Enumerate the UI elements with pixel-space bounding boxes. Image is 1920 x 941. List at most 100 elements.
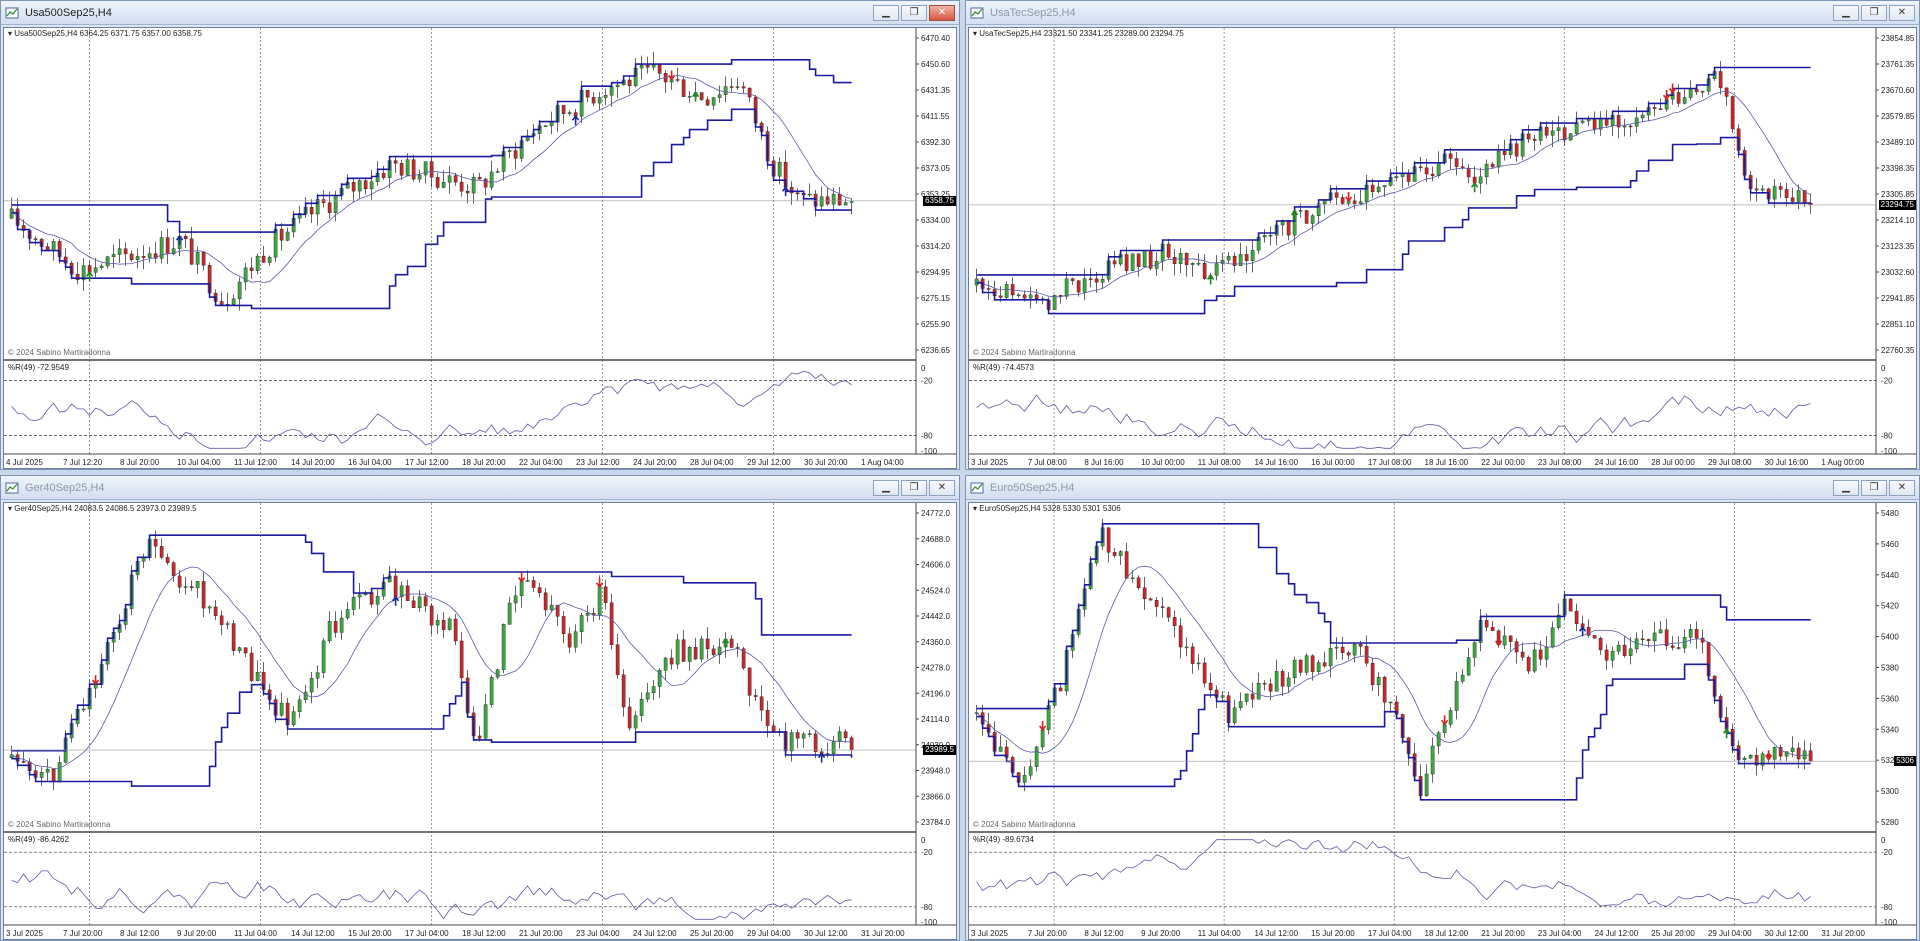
candle [1232,707,1237,723]
candle [1208,682,1213,691]
candle [399,585,404,598]
close-button[interactable]: ✕ [1889,479,1915,496]
wr-axis-label: -20 [921,376,933,385]
sell-arrow-icon [91,675,100,686]
buy-arrow-icon [571,114,580,126]
minimize-button[interactable]: ▁ [1833,4,1859,21]
chart-area[interactable]: 24772.0 24688.0 24606.0 24524.0 24442.0 24360… [3,502,957,940]
close-button[interactable]: ✕ [929,479,955,496]
candle [1658,108,1663,110]
candle [171,562,176,577]
wr-axis-label: 0 [921,364,926,373]
candle [453,618,458,642]
candle [213,606,218,616]
chart-svg[interactable]: 6470.40 6450.60 6431.35 6411.55 6392.30 6373.… [4,28,956,468]
buy-arrow-icon [691,91,700,102]
candle [1094,278,1099,283]
time-axis-label: 8 Jul 20:00 [120,458,160,467]
time-axis-label: 3 Jul 2025 [971,458,1008,467]
wr-axis-label: -100 [1881,447,1898,456]
candle [843,731,848,738]
time-axis-label: 10 Jul 00:00 [1141,458,1185,467]
candle [1124,551,1129,579]
wr-axis-label: -100 [921,447,938,456]
candle [1196,262,1201,265]
chart-window-usa500: Usa500Sep25,H4 ▁ ❐ ✕ 6470.40 6450.60 6431.… [0,0,960,470]
copyright-text: © 2024 Sabino Martiradonna [8,820,111,829]
chart-area[interactable]: 23854.85 23761.35 23670.60 23579.85 23489.10… [968,27,1917,469]
title-bar[interactable]: Usa500Sep25,H4 ▁ ❐ ✕ [1,1,959,25]
chart-area[interactable]: 6470.40 6450.60 6431.35 6411.55 6392.30 6373.… [3,27,957,469]
candle [717,646,722,656]
window-title: UsaTecSep25,H4 [990,6,1076,19]
candle [453,175,458,183]
title-bar[interactable]: Euro50Sep25,H4 ▁ ❐ ✕ [966,476,1919,500]
candle [1664,629,1669,646]
candle [1466,167,1471,178]
candle [393,575,398,598]
close-button[interactable]: ✕ [929,4,955,21]
candle [567,633,572,648]
candle [1790,197,1795,202]
candle [645,692,650,700]
price-axis-label: 23305.85 [1881,190,1915,199]
restore-button[interactable]: ❐ [901,479,927,496]
candle [183,586,188,588]
time-axis-label: 15 Jul 20:00 [348,929,392,938]
candle [1190,646,1195,664]
candle [807,193,812,196]
time-axis-label: 8 Jul 16:00 [1084,458,1124,467]
candle [351,596,356,610]
window-title: Usa500Sep25,H4 [25,6,112,19]
candle [1550,130,1555,136]
candle [525,580,530,582]
candle [219,615,224,625]
close-button[interactable]: ✕ [1889,4,1915,21]
candle [1040,729,1045,748]
minimize-button[interactable]: ▁ [873,479,899,496]
candle [627,706,632,729]
restore-button[interactable]: ❐ [1861,4,1887,21]
time-axis-label: 30 Jul 16:00 [1765,458,1809,467]
title-bar[interactable]: Ger40Sep25,H4 ▁ ❐ ✕ [1,476,959,500]
chart-svg[interactable]: 23854.85 23761.35 23670.60 23579.85 23489.10… [969,28,1916,468]
candles [974,518,1813,801]
candle [585,612,590,616]
candle [705,638,710,650]
restore-button[interactable]: ❐ [1861,479,1887,496]
candle [243,267,248,283]
time-axis-label: 1 Aug 00:00 [1821,458,1864,467]
candle [986,288,991,290]
price-axis-label: 6411.55 [921,112,950,121]
candle [609,86,614,96]
time-axis-label: 9 Jul 20:00 [1141,929,1181,938]
price-axis-label: 22941.85 [1881,294,1915,303]
candle [489,171,494,188]
candle [1742,757,1747,760]
candle [1052,294,1057,310]
restore-button[interactable]: ❐ [901,4,927,21]
candle [789,187,794,194]
candle [1262,235,1267,238]
candle [303,691,308,701]
chart-svg[interactable]: 24772.0 24688.0 24606.0 24524.0 24442.0 24360… [4,503,956,939]
time-axis-label: 14 Jul 12:00 [1254,929,1298,938]
time-axis-label: 31 Jul 20:00 [1821,929,1865,938]
wr-axis-label: 0 [1881,836,1886,845]
time-axis-label: 30 Jul 20:00 [804,458,848,467]
candle [831,741,836,754]
candle [519,581,524,597]
minimize-button[interactable]: ▁ [1833,479,1859,496]
price-axis-label: 23784.0 [921,818,950,827]
minimize-button[interactable]: ▁ [873,4,899,21]
title-bar[interactable]: UsaTecSep25,H4 ▁ ❐ ✕ [966,1,1919,25]
candle [1298,659,1303,673]
candle [117,248,122,255]
candle [759,696,764,711]
candle [741,648,746,669]
chart-svg[interactable]: 5480 5460 5440 5420 5400 5380 5360 5340 5320 5300… [969,503,1916,939]
chart-area[interactable]: 5480 5460 5440 5420 5400 5380 5360 5340 5320 5300… [968,502,1917,940]
candle [363,180,368,190]
candle [171,248,176,255]
candle [1082,278,1087,293]
